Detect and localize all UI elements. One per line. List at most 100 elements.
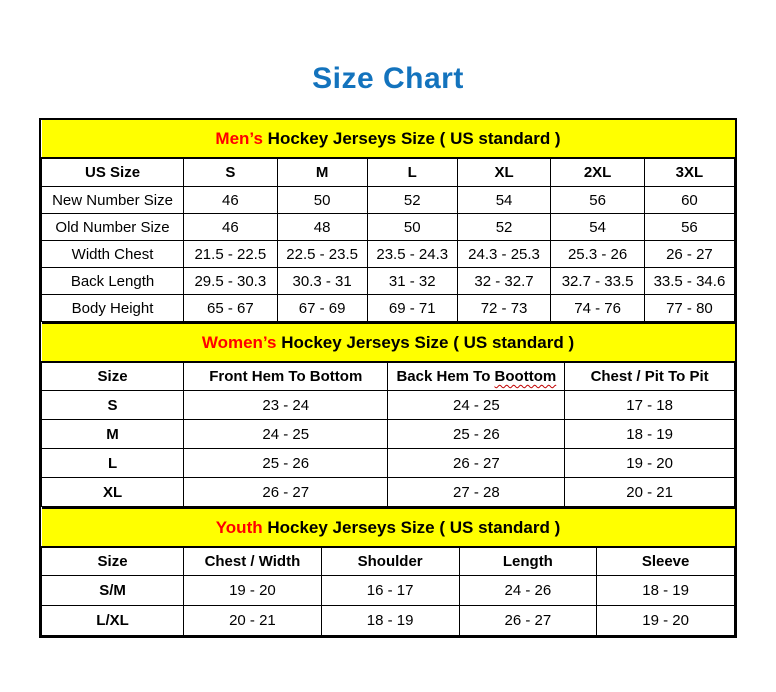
youth-section-title-row: Youth Hockey Jerseys Size ( US standard …: [41, 507, 735, 548]
youth-size-table: Youth Hockey Jerseys Size ( US standard …: [40, 507, 735, 636]
mens-table-cell: 29.5 - 30.3: [183, 267, 278, 295]
mens-table-cell: 33.5 - 34.6: [643, 267, 736, 295]
youth-column-header-1: Chest / Width: [183, 546, 322, 576]
mens-row-label: New Number Size: [40, 186, 185, 214]
mens-table-cell: 32 - 32.7: [456, 267, 552, 295]
womens-section-title: Women’s Hockey Jerseys Size ( US standar…: [41, 322, 735, 363]
mens-table-cell: 52: [456, 213, 552, 241]
mens-table-cell: 25.3 - 26: [550, 240, 645, 268]
mens-table-cell: 31 - 32: [366, 267, 458, 295]
mens-table-cell: 74 - 76: [550, 294, 645, 322]
womens-row-label: L: [40, 448, 185, 478]
mens-row-label: Width Chest: [40, 240, 185, 268]
womens-column-header-1: Front Hem To Bottom: [183, 361, 389, 391]
mens-title-rest: Hockey Jerseys Size ( US standard ): [262, 128, 561, 148]
mens-column-header-2: M: [276, 157, 368, 187]
youth-column-header-0: Size: [40, 546, 185, 576]
mens-table-row: Body Height 65 - 67 67 - 69 69 - 71 72 - 73 7…: [40, 294, 736, 322]
mens-section-title-row: Men’s Hockey Jerseys Size ( US standard …: [41, 120, 735, 159]
womens-table-row: S 23 - 24 24 - 25 17 - 18: [40, 390, 735, 420]
size-tables-container: Men’s Hockey Jerseys Size ( US standard …: [39, 118, 737, 638]
mens-table-cell: 54: [456, 186, 552, 214]
size-chart-page: Size Chart Men’s Hockey Jerseys Size ( U…: [0, 60, 776, 692]
mens-column-header-0: US Size: [40, 157, 185, 187]
youth-table-cell: 19 - 20: [183, 575, 322, 606]
mens-table-cell: 65 - 67: [183, 294, 278, 322]
mens-table-cell: 48: [276, 213, 368, 241]
womens-table-cell: 25 - 26: [387, 419, 566, 449]
womens-column-header-0: Size: [40, 361, 185, 391]
mens-table-cell: 26 - 27: [643, 240, 736, 268]
youth-table-cell: 26 - 27: [458, 605, 598, 636]
youth-row-label: S/M: [40, 575, 185, 606]
youth-table-cell: 18 - 19: [320, 605, 460, 636]
mens-table-cell: 50: [276, 186, 368, 214]
youth-column-header-2: Shoulder: [320, 546, 460, 576]
mens-size-table: Men’s Hockey Jerseys Size ( US standard …: [40, 120, 736, 322]
womens-table-row: XL 26 - 27 27 - 28 20 - 21: [40, 477, 735, 507]
mens-column-header-3: L: [366, 157, 458, 187]
mens-column-header-5: 2XL: [550, 157, 645, 187]
mens-table-cell: 24.3 - 25.3: [456, 240, 552, 268]
womens-title-accent: Women’s: [201, 332, 277, 352]
mens-column-header-row: US Size S M L XL 2XL 3XL: [40, 157, 736, 187]
youth-table-cell: 18 - 19: [596, 575, 735, 606]
mens-table-cell: 69 - 71: [366, 294, 458, 322]
womens-table-cell: 20 - 21: [564, 477, 735, 507]
womens-table-cell: 27 - 28: [387, 477, 566, 507]
womens-title-rest: Hockey Jerseys Size ( US standard ): [276, 332, 575, 352]
mens-table-cell: 22.5 - 23.5: [276, 240, 368, 268]
youth-table-cell: 19 - 20: [596, 605, 735, 636]
youth-table-cell: 20 - 21: [183, 605, 322, 636]
mens-table-cell: 50: [366, 213, 458, 241]
mens-table-row: Back Length 29.5 - 30.3 30.3 - 31 31 - 32 32…: [40, 267, 736, 295]
youth-table-row: L/XL 20 - 21 18 - 19 26 - 27 19 - 20: [40, 605, 735, 636]
womens-table-cell: 24 - 25: [387, 390, 566, 420]
mens-table-cell: 23.5 - 24.3: [366, 240, 458, 268]
mens-row-label: Old Number Size: [40, 213, 185, 241]
womens-table-cell: 19 - 20: [564, 448, 735, 478]
womens-column-header-2: Back Hem To Boottom: [387, 361, 566, 391]
youth-column-header-4: Sleeve: [596, 546, 735, 576]
youth-table-cell: 24 - 26: [458, 575, 598, 606]
womens-column-header-row: Size Front Hem To Bottom Back Hem To Boott…: [40, 361, 735, 391]
youth-row-label: L/XL: [40, 605, 185, 636]
womens-section-title-row: Women’s Hockey Jerseys Size ( US standar…: [41, 322, 735, 363]
womens-row-label: M: [40, 419, 185, 449]
womens-table-cell: 26 - 27: [387, 448, 566, 478]
womens-table-row: M 24 - 25 25 - 26 18 - 19: [40, 419, 735, 449]
mens-table-cell: 77 - 80: [643, 294, 736, 322]
misspelled-word: Boottom: [494, 368, 557, 385]
mens-row-label: Back Length: [40, 267, 185, 295]
mens-column-header-6: 3XL: [643, 157, 736, 187]
mens-table-row: Width Chest 21.5 - 22.5 22.5 - 23.5 23.5 - …: [40, 240, 736, 268]
womens-table-cell: 25 - 26: [183, 448, 389, 478]
mens-table-cell: 21.5 - 22.5: [183, 240, 278, 268]
mens-section-title: Men’s Hockey Jerseys Size ( US standard …: [41, 120, 735, 159]
mens-table-cell: 56: [643, 213, 736, 241]
mens-table-cell: 54: [550, 213, 645, 241]
youth-title-rest: Hockey Jerseys Size ( US standard ): [262, 517, 561, 537]
womens-row-label: XL: [40, 477, 185, 507]
mens-table-cell: 46: [183, 186, 278, 214]
mens-table-cell: 46: [183, 213, 278, 241]
mens-table-cell: 56: [550, 186, 645, 214]
womens-column-header-3: Chest / Pit To Pit: [564, 361, 735, 391]
youth-column-header-row: Size Chest / Width Shoulder Length Sleeve: [40, 546, 735, 576]
youth-title-accent: Youth: [215, 517, 263, 537]
womens-table-cell: 24 - 25: [183, 419, 389, 449]
youth-table-row: S/M 19 - 20 16 - 17 24 - 26 18 - 19: [40, 575, 735, 606]
page-title: Size Chart: [312, 62, 464, 95]
mens-table-cell: 32.7 - 33.5: [550, 267, 645, 295]
womens-table-row: L 25 - 26 26 - 27 19 - 20: [40, 448, 735, 478]
mens-row-label: Body Height: [40, 294, 185, 322]
youth-section-title: Youth Hockey Jerseys Size ( US standard …: [41, 507, 735, 548]
mens-column-header-4: XL: [456, 157, 552, 187]
mens-table-cell: 52: [366, 186, 458, 214]
womens-table-cell: 18 - 19: [564, 419, 735, 449]
womens-row-label: S: [40, 390, 185, 420]
womens-table-cell: 17 - 18: [564, 390, 735, 420]
mens-table-cell: 72 - 73: [456, 294, 552, 322]
mens-table-cell: 60: [643, 186, 736, 214]
mens-title-accent: Men’s: [215, 128, 263, 148]
